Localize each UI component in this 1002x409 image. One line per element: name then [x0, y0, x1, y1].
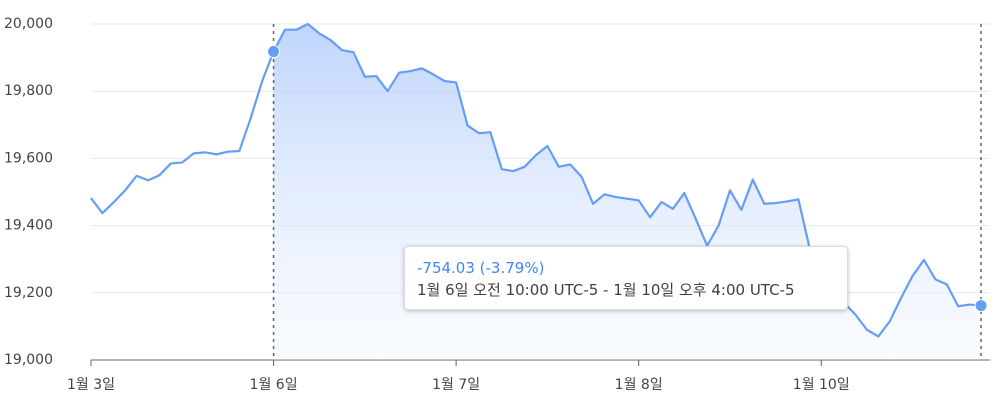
y-tick-label: 19,400: [4, 218, 53, 234]
x-tick-label: 1월 3일: [67, 377, 115, 393]
selection-point: [267, 45, 281, 59]
x-tick-label: 1월 8일: [615, 377, 663, 393]
selection-point: [974, 299, 988, 313]
tooltip-range: 1월 6일 오전 10:00 UTC-5 - 1월 10일 오후 4:00 UT…: [417, 281, 795, 299]
y-tick-label: 19,600: [4, 150, 53, 166]
y-tick-label: 19,800: [4, 83, 53, 99]
y-tick-label: 19,200: [4, 285, 53, 301]
tooltip-change: -754.03 (-3.79%): [417, 259, 545, 277]
tooltip: -754.03 (-3.79%) 1월 6일 오전 10:00 UTC-5 - …: [404, 246, 848, 310]
x-tick-label: 1월 6일: [250, 377, 298, 393]
y-tick-label: 20,000: [4, 16, 53, 32]
x-tick-label: 1월 7일: [432, 377, 480, 393]
y-tick-label: 19,000: [4, 352, 53, 368]
x-tick-label: 1월 10일: [793, 377, 850, 393]
